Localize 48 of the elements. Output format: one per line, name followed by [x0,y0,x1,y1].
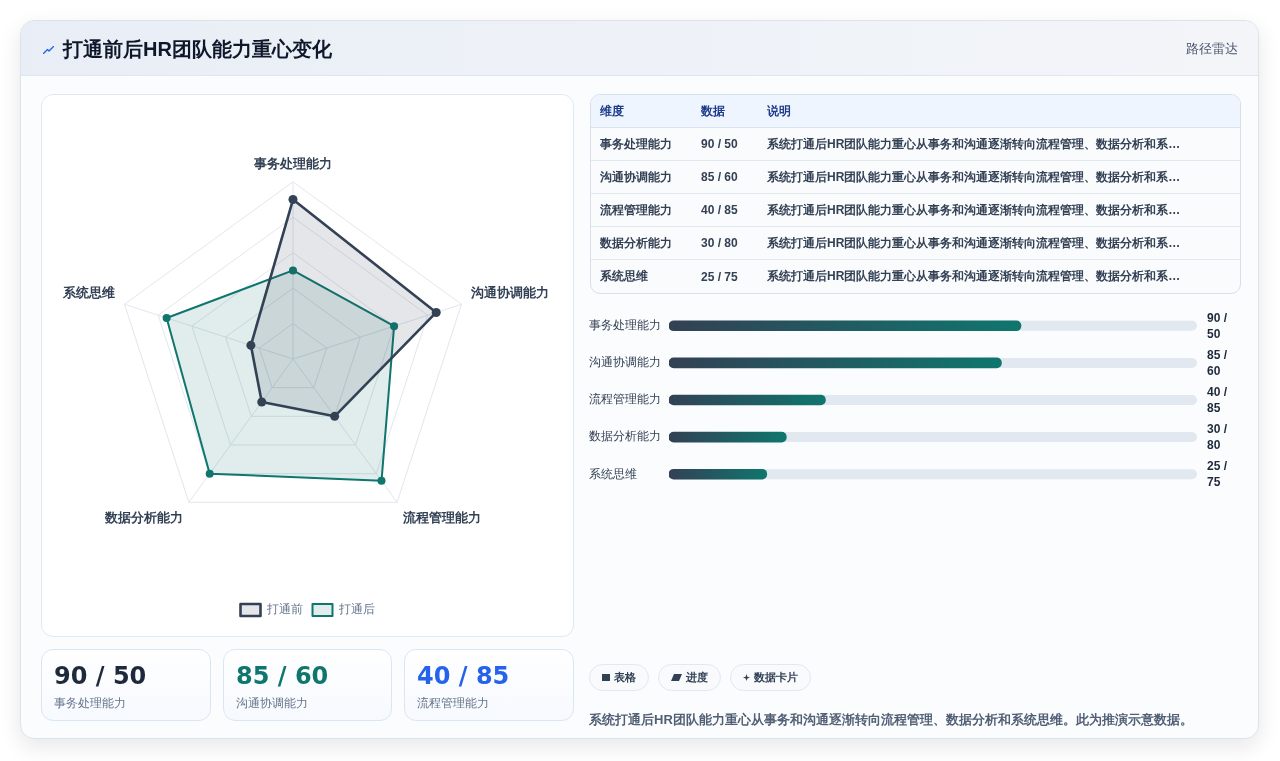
text: 系统打通后HR团队能力重心从事务和沟通逐渐转向流程管理、数据分析和系… [767,169,1181,184]
y-tick-label: 数据分析能力 [589,429,661,444]
text: 85 / 60 [701,170,738,184]
data-label: 30 / 80 [1207,421,1228,454]
legend-label: 打通前 [265,602,303,617]
y-tick-label: 系统思维 [589,466,637,481]
data-label: 40 / 85 [1207,384,1228,416]
y-tick-label: 流程管理能力 [589,392,661,407]
category-label: 事务处理能力 [600,136,672,151]
text: 进度 [686,670,708,685]
text: 系统打通后HR团队能力重心从事务和沟通逐渐转向流程管理、数据分析和系… [767,235,1181,250]
category-label: 说明 [767,102,792,120]
category-label: 沟通协调能力 [600,169,672,184]
legend-label: 打通后 [337,602,375,617]
spoke-label: 系统思维 [62,284,115,300]
text: 40 / 85 [701,203,738,217]
text: 系统打通后HR团队能力重心从事务和沟通逐渐转向流程管理、数据分析和系… [767,202,1181,217]
spoke-label: 沟通协调能力 [470,284,549,300]
bar [669,431,787,443]
text: 25 / 75 [701,269,738,284]
text: 路径雷达 [1186,40,1238,58]
data-label: 85 / 60 [1207,346,1228,379]
data-label: 90 / 50 [1207,309,1228,342]
category-label: 事务处理能力 [54,695,127,711]
text: 90 / 50 [54,662,147,690]
category-label: 数据分析能力 [600,235,672,250]
category-label: 流程管理能力 [417,695,490,711]
category-label: 沟通协调能力 [236,695,309,711]
text: 系统打通后HR团队能力重心从事务和沟通逐渐转向流程管理、数据分析和系… [767,269,1181,283]
text: 85 / 60 [236,662,329,690]
text: 系统打通后HR团队能力重心从事务和沟通逐渐转向流程管理、数据分析和系… [767,136,1181,151]
text: 30 / 80 [701,236,738,250]
text: 40 / 85 [417,662,510,690]
y-tick-label: 沟通协调能力 [589,355,661,370]
bar [669,468,768,480]
spoke-label: 流程管理能力 [402,509,482,525]
spoke-label: 数据分析能力 [103,509,183,525]
text: 打通前后HR团队能力重心变化 [63,37,332,61]
text: 90 / 50 [701,137,738,151]
category-label: 维度 [600,102,625,120]
text: 系统打通后HR团队能力重心从事务和沟通逐渐转向流程管理、数据分析和系统思维。此为推演示意数据。 [589,711,1193,729]
data-label: 25 / 75 [1207,458,1228,491]
text: 表格 [614,670,636,685]
y-tick-label: 事务处理能力 [589,318,661,333]
category-label: 流程管理能力 [600,202,672,217]
spoke-label: 事务处理能力 [253,155,332,171]
text: 数据卡片 [754,670,798,685]
category-label: 数据 [701,102,726,120]
